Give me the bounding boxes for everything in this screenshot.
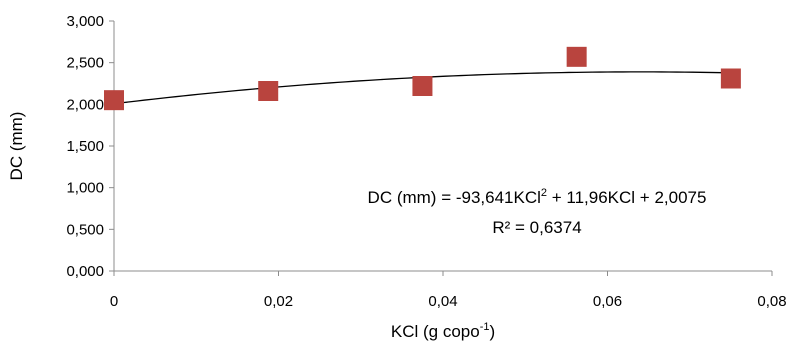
y-axis-title: DC (mm) [7,112,26,181]
data-point [566,46,587,67]
data-point [720,68,741,89]
y-tick-label: 2,500 [66,55,104,72]
trendline-equation: DC (mm) = -93,641KCl2 + 11,96KCl + 2,007… [368,187,707,207]
x-tick-label: 0,08 [757,293,786,310]
x-axis: 0 0,02 0,04 0,06 0,08 [110,270,787,310]
x-tick-label: 0,02 [264,293,293,310]
data-point [104,90,124,111]
data-point [412,76,433,96]
y-tick-label: 2,000 [66,96,104,113]
y-tick-label: 1,000 [66,180,104,197]
data-point [258,81,279,101]
x-tick-label: 0 [110,293,118,310]
r-squared-label: R² = 0,6374 [492,218,581,237]
data-points [104,46,741,111]
y-tick-label: 1,500 [66,138,104,155]
x-axis-title: KCl (g copo-1) [391,321,495,341]
y-tick-label: 3,000 [66,13,104,30]
y-axis: 0,000 0,500 1,000 1,500 2,000 2,500 3,000 [66,13,115,280]
y-tick-label: 0,000 [66,263,104,280]
x-tick-label: 0,04 [428,293,457,310]
x-tick-label: 0,06 [593,293,622,310]
y-tick-label: 0,500 [66,221,104,238]
